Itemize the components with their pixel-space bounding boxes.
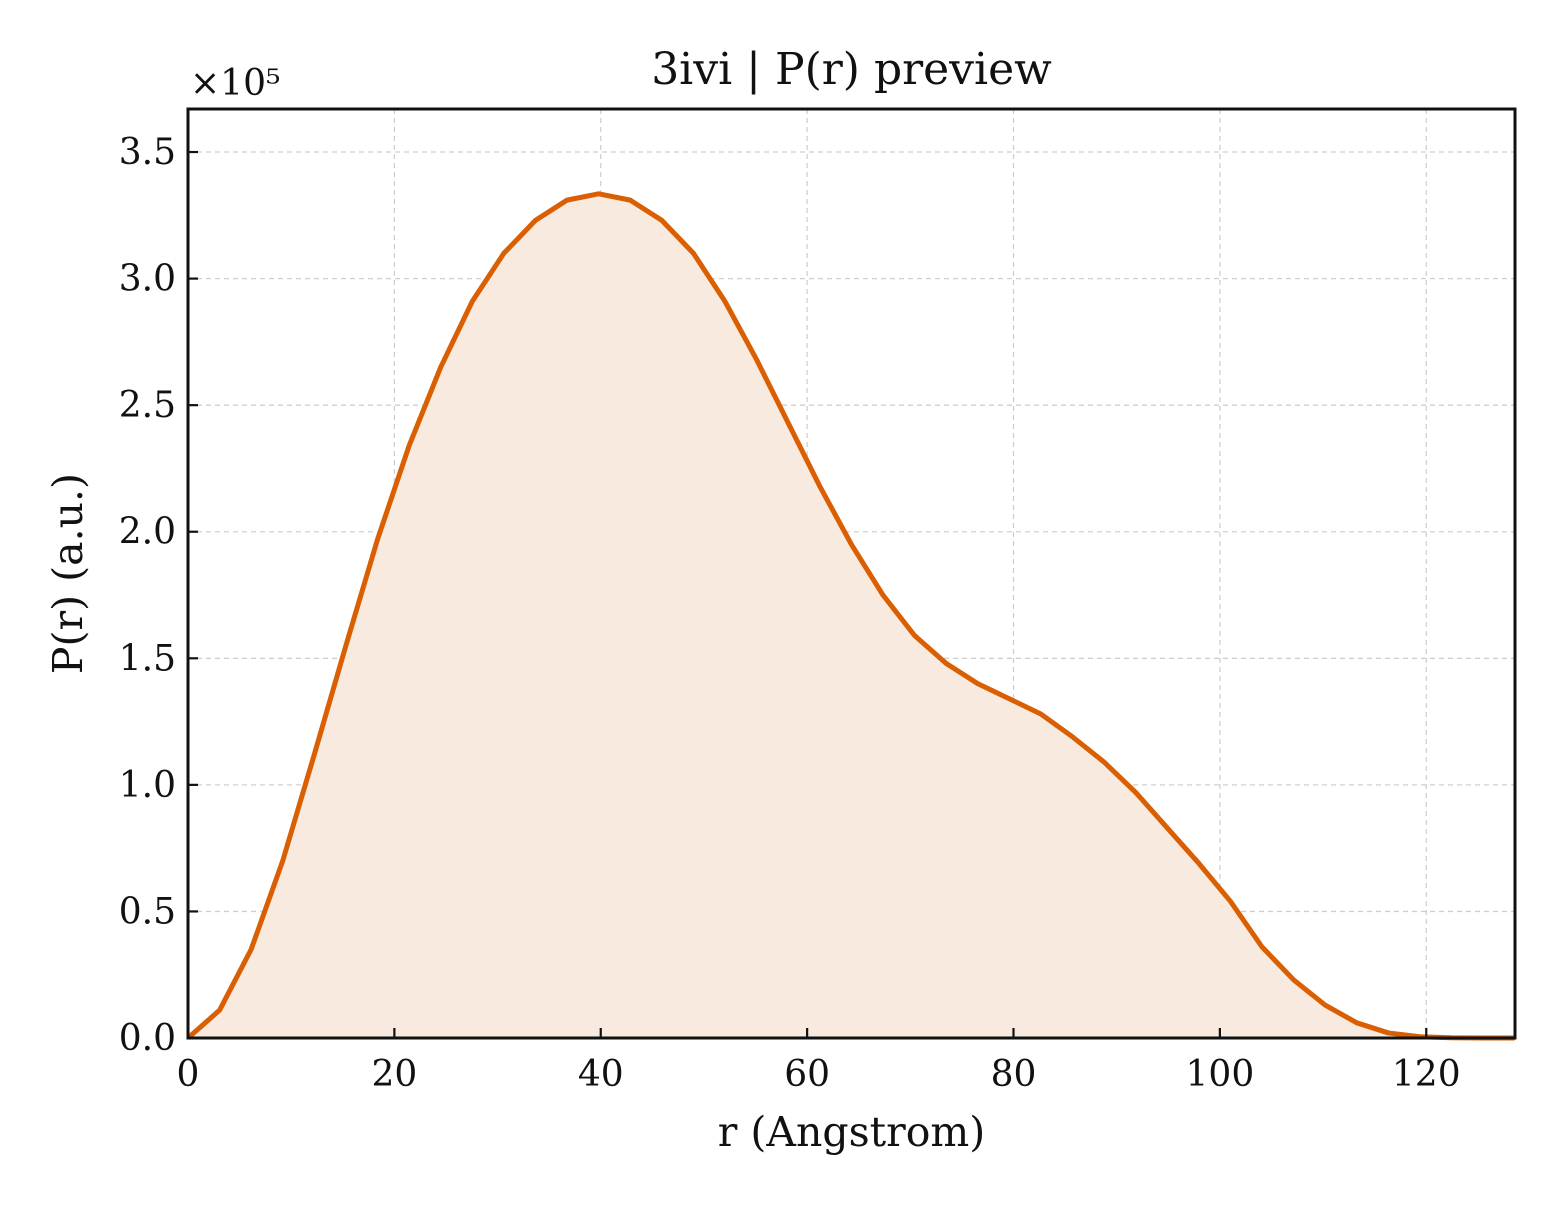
y-tick-label: 3.5: [119, 132, 176, 173]
series-layer: [186, 191, 1515, 1041]
series-area-fill: [188, 193, 1515, 1039]
y-tick-label: 0.5: [119, 891, 176, 932]
x-axis-label: r (Angstrom): [718, 1108, 986, 1156]
y-tick-label: 2.0: [119, 512, 176, 553]
chart-title: 3ivi | P(r) preview: [651, 44, 1052, 95]
y-tick-label: 3.0: [119, 259, 176, 300]
y-axis-offset-label: ×10⁵: [190, 63, 280, 104]
x-tick-label: 60: [784, 1054, 830, 1095]
x-tick-label: 80: [991, 1054, 1037, 1095]
y-axis-label: P(r) (a.u.): [44, 473, 92, 674]
x-tick-label: 100: [1186, 1054, 1255, 1095]
y-tick-label: 1.5: [119, 638, 176, 679]
axes-frame: [186, 107, 1517, 1040]
series-line: [186, 191, 1515, 1041]
x-tick-label: 40: [578, 1054, 624, 1095]
x-tick-label: 20: [371, 1054, 417, 1095]
x-tick-label: 120: [1392, 1054, 1461, 1095]
y-tick-label: 2.5: [119, 385, 176, 426]
y-tick-label: 0.0: [119, 1018, 176, 1059]
ticks: 0 20 40 60 80 100 120 0.0 0.5 1.0 1.5 2.0 2.5 3.0 3.5: [119, 132, 1461, 1095]
y-tick-label: 1.0: [119, 765, 176, 806]
x-tick-label: 0: [177, 1054, 200, 1095]
